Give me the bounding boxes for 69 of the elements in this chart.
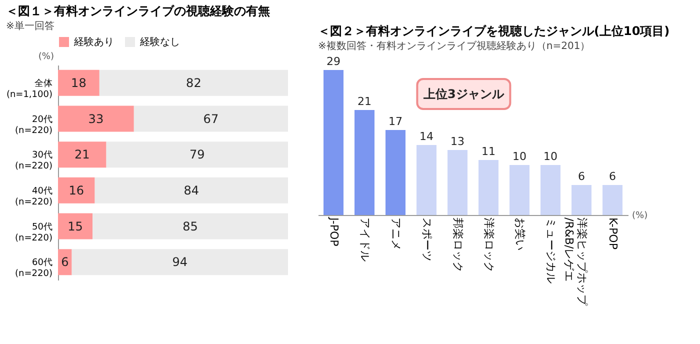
- bar: [572, 185, 592, 215]
- data-label: 94: [172, 255, 188, 270]
- data-label: 15: [68, 219, 83, 234]
- text: (%): [38, 52, 54, 62]
- data-label: 33: [88, 112, 104, 126]
- data-label: 67: [203, 112, 219, 126]
- data-label: 6: [61, 255, 69, 270]
- x-tick-label: 邦楽ロック: [452, 218, 464, 272]
- bar: [58, 106, 134, 132]
- bar: [386, 130, 406, 215]
- data-label: 14: [420, 130, 434, 143]
- x-tick-label: 洋楽ロック: [482, 218, 496, 272]
- x-tick-label: アニメ: [390, 218, 402, 250]
- bar: [72, 249, 288, 276]
- chart-subtitle: ※複数回答・有料オンラインライブ視聴経験あり（n=201）: [318, 40, 590, 52]
- bar: [448, 150, 468, 215]
- legend-label: 経験なし: [139, 36, 180, 48]
- data-label: 82: [186, 76, 202, 90]
- bar: [99, 70, 288, 96]
- data-label: 10: [544, 150, 558, 163]
- data-label: 6: [609, 170, 616, 183]
- data-label: 13: [450, 135, 464, 148]
- bar: [92, 213, 288, 240]
- x-tick-label: 洋楽ヒップホップ/R&B/レゲエ: [562, 218, 588, 306]
- data-label: 17: [388, 115, 402, 128]
- bar: [58, 70, 100, 96]
- bar: [510, 165, 530, 215]
- y-tick-label: 全体 (n=1,100): [6, 78, 52, 100]
- y-tick-label: 20代 (n=220): [15, 114, 52, 136]
- x-tick-label: お笑い: [514, 218, 526, 250]
- bar: [602, 185, 622, 215]
- y-tick-label: 50代 (n=220): [15, 221, 52, 244]
- data-label: 18: [71, 76, 86, 90]
- x-tick-label: スポーツ: [420, 218, 434, 262]
- x-tick-label: J-POP: [328, 216, 340, 247]
- x-tick-label: アイドル: [358, 218, 372, 262]
- data-label: 6: [578, 170, 585, 183]
- bar: [58, 213, 92, 240]
- bar: [478, 160, 498, 215]
- bar: [324, 70, 344, 215]
- data-label: 21: [358, 95, 372, 108]
- data-label: 10: [512, 150, 526, 163]
- bar: [94, 177, 288, 204]
- y-tick-label: 40代 (n=220): [15, 185, 52, 208]
- bar: [540, 165, 560, 215]
- text: (%): [632, 211, 648, 221]
- chart-title: ＜図１＞有料オンラインライブの視聴経験の有無: [6, 4, 270, 18]
- data-label: 29: [326, 55, 340, 68]
- bar: [354, 110, 374, 215]
- x-tick-label: ミュージカル: [544, 218, 558, 284]
- data-label: 85: [182, 219, 198, 234]
- data-label: 16: [68, 183, 84, 198]
- data-label: 84: [184, 183, 200, 198]
- y-tick-label: 60代 (n=220): [15, 257, 52, 280]
- bar: [134, 106, 288, 132]
- x-tick-label: K-POP: [606, 218, 620, 250]
- bar: [416, 145, 436, 215]
- bar: [58, 249, 72, 276]
- chart-title: ＜図２＞有料オンラインライブを視聴したジャンル(上位10項目): [318, 24, 670, 38]
- bar: [58, 177, 95, 204]
- data-label: 11: [482, 145, 496, 158]
- legend-label: 経験あり: [73, 36, 114, 48]
- data-label: 21: [74, 148, 90, 162]
- bar: [58, 142, 106, 168]
- y-tick-label: 30代 (n=220): [15, 150, 52, 172]
- data-label: 79: [190, 148, 205, 162]
- annotation: 上位3ジャンル: [422, 87, 505, 101]
- bar: [106, 142, 288, 168]
- chart-subtitle: ※単一回答: [6, 20, 54, 32]
